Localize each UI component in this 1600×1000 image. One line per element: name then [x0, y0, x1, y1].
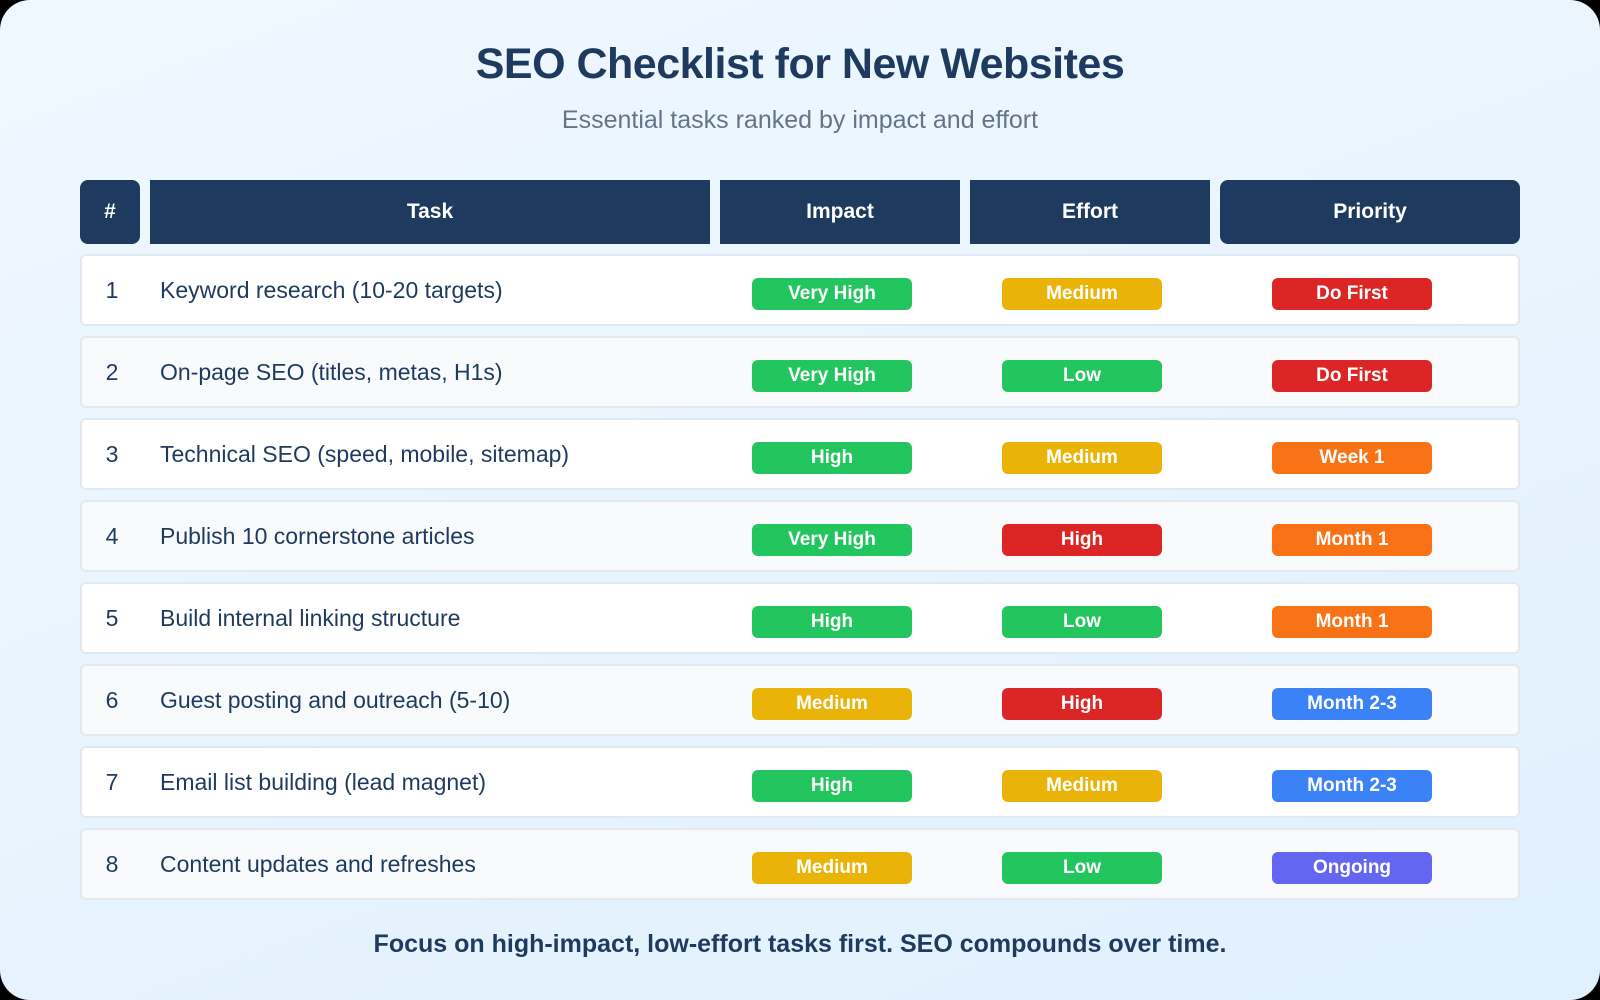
- task-label: Build internal linking structure: [160, 604, 461, 631]
- column-header-number: #: [80, 180, 140, 244]
- impact-badge: Very High: [752, 524, 912, 556]
- table-row: 5 Build internal linking structure High Low…: [80, 582, 1520, 654]
- priority-badge: Do First: [1272, 360, 1432, 392]
- impact-badge: Very High: [752, 360, 912, 392]
- priority-badge: Month 1: [1272, 524, 1432, 556]
- row-number: 7: [105, 768, 119, 795]
- row-number: 2: [105, 358, 119, 385]
- footer-note: Focus on high-impact, low-effort tasks f…: [373, 930, 1227, 958]
- column-header-impact: Impact: [720, 180, 960, 244]
- effort-badge: Low: [1002, 360, 1162, 392]
- table-row: 6 Guest posting and outreach (5-10) Medium…: [80, 664, 1520, 736]
- effort-badge: Medium: [1002, 770, 1162, 802]
- priority-badge: Month 2-3: [1272, 770, 1432, 802]
- column-header-task: Task: [150, 180, 710, 244]
- table-row: 1 Keyword research (10-20 targets) Very Hi…: [80, 254, 1520, 326]
- row-number: 8: [105, 850, 119, 877]
- page-title: SEO Checklist for New Websites: [475, 40, 1125, 88]
- task-label: Email list building (lead magnet): [160, 768, 486, 795]
- task-label: Keyword research (10-20 targets): [160, 276, 503, 303]
- table-row: 8 Content updates and refreshes Medium Low O…: [80, 828, 1520, 900]
- table-row: 4 Publish 10 cornerstone articles Very Hig…: [80, 500, 1520, 572]
- priority-badge: Ongoing: [1272, 852, 1432, 884]
- task-label: Publish 10 cornerstone articles: [160, 522, 475, 549]
- effort-badge: Medium: [1002, 278, 1162, 310]
- effort-badge: Low: [1002, 606, 1162, 638]
- priority-badge: Do First: [1272, 278, 1432, 310]
- table-row: 3 Technical SEO (speed, mobile, sitemap) H…: [80, 418, 1520, 490]
- task-label: Technical SEO (speed, mobile, sitemap): [160, 440, 570, 467]
- effort-badge: Low: [1002, 852, 1162, 884]
- table-header: # Task Impact Effort Priority: [0, 180, 1600, 244]
- effort-badge: High: [1002, 688, 1162, 720]
- impact-badge: Very High: [752, 278, 912, 310]
- task-label: Guest posting and outreach (5-10): [160, 686, 511, 713]
- priority-badge: Month 1: [1272, 606, 1432, 638]
- impact-badge: High: [752, 770, 912, 802]
- table-row: 2 On-page SEO (titles, metas, H1s) Very Hi…: [80, 336, 1520, 408]
- impact-badge: Medium: [752, 688, 912, 720]
- column-header-priority: Priority: [1220, 180, 1520, 244]
- row-number: 5: [105, 604, 119, 631]
- column-header-effort: Effort: [970, 180, 1210, 244]
- effort-badge: High: [1002, 524, 1162, 556]
- row-number: 6: [105, 686, 119, 713]
- row-number: 3: [105, 440, 119, 467]
- row-number: 4: [105, 522, 119, 549]
- effort-badge: Medium: [1002, 442, 1162, 474]
- row-number: 1: [105, 276, 119, 303]
- priority-badge: Week 1: [1272, 442, 1432, 474]
- impact-badge: High: [752, 606, 912, 638]
- task-label: Content updates and refreshes: [160, 850, 476, 877]
- task-label: On-page SEO (titles, metas, H1s): [160, 358, 503, 385]
- impact-badge: Medium: [752, 852, 912, 884]
- priority-badge: Month 2-3: [1272, 688, 1432, 720]
- page-subtitle: Essential tasks ranked by impact and eff…: [561, 106, 1039, 134]
- impact-badge: High: [752, 442, 912, 474]
- table-row: 7 Email list building (lead magnet) High Me…: [80, 746, 1520, 818]
